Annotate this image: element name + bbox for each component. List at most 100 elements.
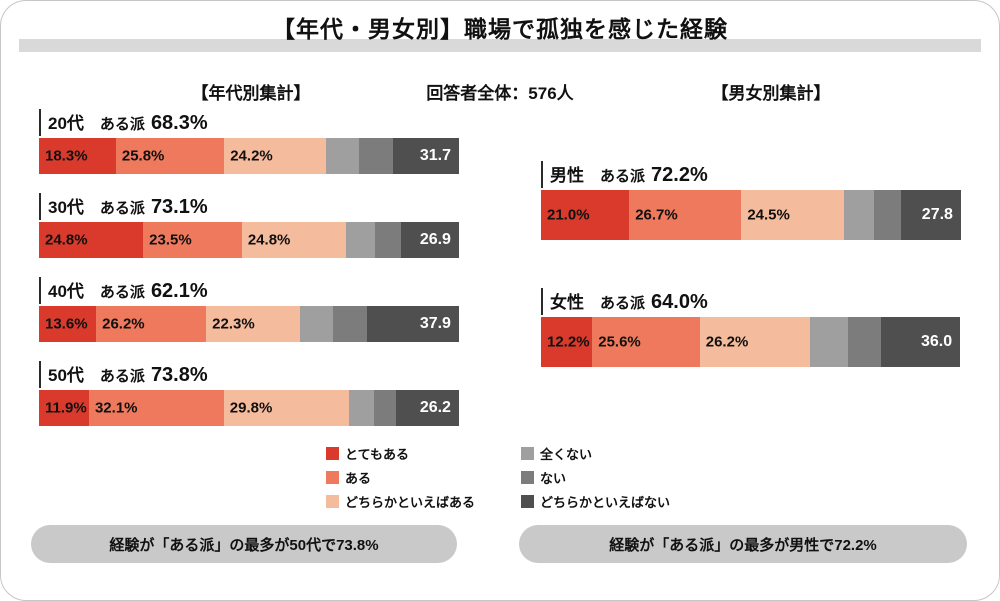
aru-ha-total: 73.8% [150,364,208,386]
segment-value-label: 11.9% [45,399,87,417]
segment-value-label: 13.6% [45,315,88,333]
segment-value-label: 26.9 [419,231,451,248]
age-bar-chart: 20代 ある派 68.3% 18.3% 25.8% 24.2% 31.7 30代 ある派 73.1… [39,109,459,426]
bar-segment: 12.2% [541,317,593,367]
stacked-bar: 12.2% 25.6% 26.2% 36.0 [541,317,961,367]
bar-group-label: 30代 ある派 73.1% [39,193,459,220]
segment-value-label: 26.2% [705,333,749,351]
segment-value-label: 23.5% [149,231,192,249]
gender-bar-chart: 男性 ある派 72.2% 21.0% 26.7% 24.5% 27.8 女性 ある派 64.0% 1… [541,161,961,367]
segment-value-label: 36.0 [920,333,953,350]
aru-ha-total: 62.1% [150,280,208,302]
bar-group: 女性 ある派 64.0% 12.2% 25.6% 26.2% 36.0 [541,288,961,367]
segment-value-label: 25.6% [598,333,641,351]
segment-value-label: 12.2% [547,333,590,351]
bar-segment [359,138,394,174]
aru-ha-label: ある派 [99,284,145,301]
bar-group: 男性 ある派 72.2% 21.0% 26.7% 24.5% 27.8 [541,161,961,240]
legend-item: ない [521,468,670,487]
bar-segment [847,317,882,367]
segment-value-label: 24.2% [230,147,273,165]
bar-segment: 32.1% [88,390,224,426]
legend-positive-column: とてもある ある どちらかといえばある [326,444,475,511]
category-label: 50代 [48,366,84,385]
bar-segment [844,190,874,240]
bar-segment: 22.3% [206,306,300,342]
bar-segment: 25.6% [592,317,700,367]
segment-value-label: 25.8% [121,147,165,165]
legend-item: 全くない [521,444,670,463]
bar-group-label: 男性 ある派 72.2% [541,161,961,188]
bar-group: 50代 ある派 73.8% 11.9% 32.1% 29.8% 26.2 [39,361,459,426]
bar-segment: 37.9 [366,306,459,342]
bar-segment [809,317,848,367]
segment-value-label: 37.9 [419,315,451,332]
bar-group-label: 50代 ある派 73.8% [39,361,459,388]
stacked-bar: 11.9% 32.1% 29.8% 26.2 [39,390,459,426]
age-callout: 経験が「ある派」の最多が50代で73.8% [31,525,457,563]
stacked-bar: 18.3% 25.8% 24.2% 31.7 [39,138,459,174]
bar-segment: 26.2% [96,306,207,342]
legend-swatch [521,447,534,460]
segment-value-label: 22.3% [212,315,255,333]
bar-segment [873,190,901,240]
segment-value-label: 27.8 [921,206,953,223]
bar-group-label: 女性 ある派 64.0% [541,288,961,315]
bar-group: 40代 ある派 62.1% 13.6% 26.2% 22.3% 37.9 [39,277,459,342]
bar-segment: 26.2 [395,390,459,426]
stacked-bar: 21.0% 26.7% 24.5% 27.8 [541,190,961,240]
legend-negative-column: 全くないないどちらかといえばない [521,444,670,511]
legend-label: ある [345,471,372,486]
bar-segment: 29.8% [223,390,349,426]
legend-swatch [326,495,339,508]
category-label: 40代 [48,282,84,301]
stacked-bar: 13.6% 26.2% 22.3% 37.9 [39,306,459,342]
legend-label: 全くない [540,447,593,462]
category-label: 女性 [550,293,584,312]
gender-callout: 経験が「ある派」の最多が男性で72.2% [519,525,967,563]
bar-segment: 23.5% [143,222,242,258]
bar-segment: 21.0% [541,190,630,240]
legend-swatch [326,447,339,460]
bar-segment: 27.8 [900,190,961,240]
title-underline-band [19,39,981,52]
bar-segment: 25.8% [115,138,225,174]
aru-ha-total: 68.3% [150,112,208,134]
legend-label: どちらかといえばある [345,495,476,510]
bar-segment [325,138,360,174]
bar-segment: 26.9 [400,222,459,258]
respondents-total: 回答者全体：576人 [426,84,574,103]
bar-segment: 24.2% [224,138,326,174]
segment-value-label: 29.8% [229,399,273,417]
segment-value-label: 24.8% [45,231,88,249]
legend-swatch [521,471,534,484]
bar-segment [374,390,396,426]
bar-segment [346,222,376,258]
aru-ha-total: 64.0% [651,291,708,313]
segment-value-label: 32.1% [94,399,138,417]
bar-group-label: 40代 ある派 62.1% [39,277,459,304]
bar-segment [333,306,367,342]
aru-ha-label: ある派 [99,368,145,385]
legend-swatch [521,495,534,508]
segment-value-label: 26.2 [419,399,451,416]
bar-segment: 11.9% [39,390,89,426]
bar-segment: 26.2% [699,317,810,367]
legend-item: どちらかといえばない [521,492,670,511]
category-label: 30代 [48,198,84,217]
segment-value-label: 24.8% [247,231,291,249]
segment-value-label: 24.5% [747,206,790,224]
gender-section-heading: 【男女別集計】 [711,84,831,103]
page-title: 【年代・男女別】職場で孤独を感じた経験 [272,16,728,42]
aru-ha-total: 73.1% [150,196,208,218]
stacked-bar: 24.8% 23.5% 24.8% 26.9 [39,222,459,258]
segment-value-label: 26.2% [102,315,145,333]
segment-value-label: 26.7% [635,206,678,224]
segment-value-label: 31.7 [419,147,451,164]
segment-value-label: 21.0% [547,206,590,224]
aru-ha-label: ある派 [600,168,646,185]
category-label: 男性 [550,166,584,185]
bar-segment: 24.8% [241,222,346,258]
bar-segment: 24.8% [39,222,144,258]
